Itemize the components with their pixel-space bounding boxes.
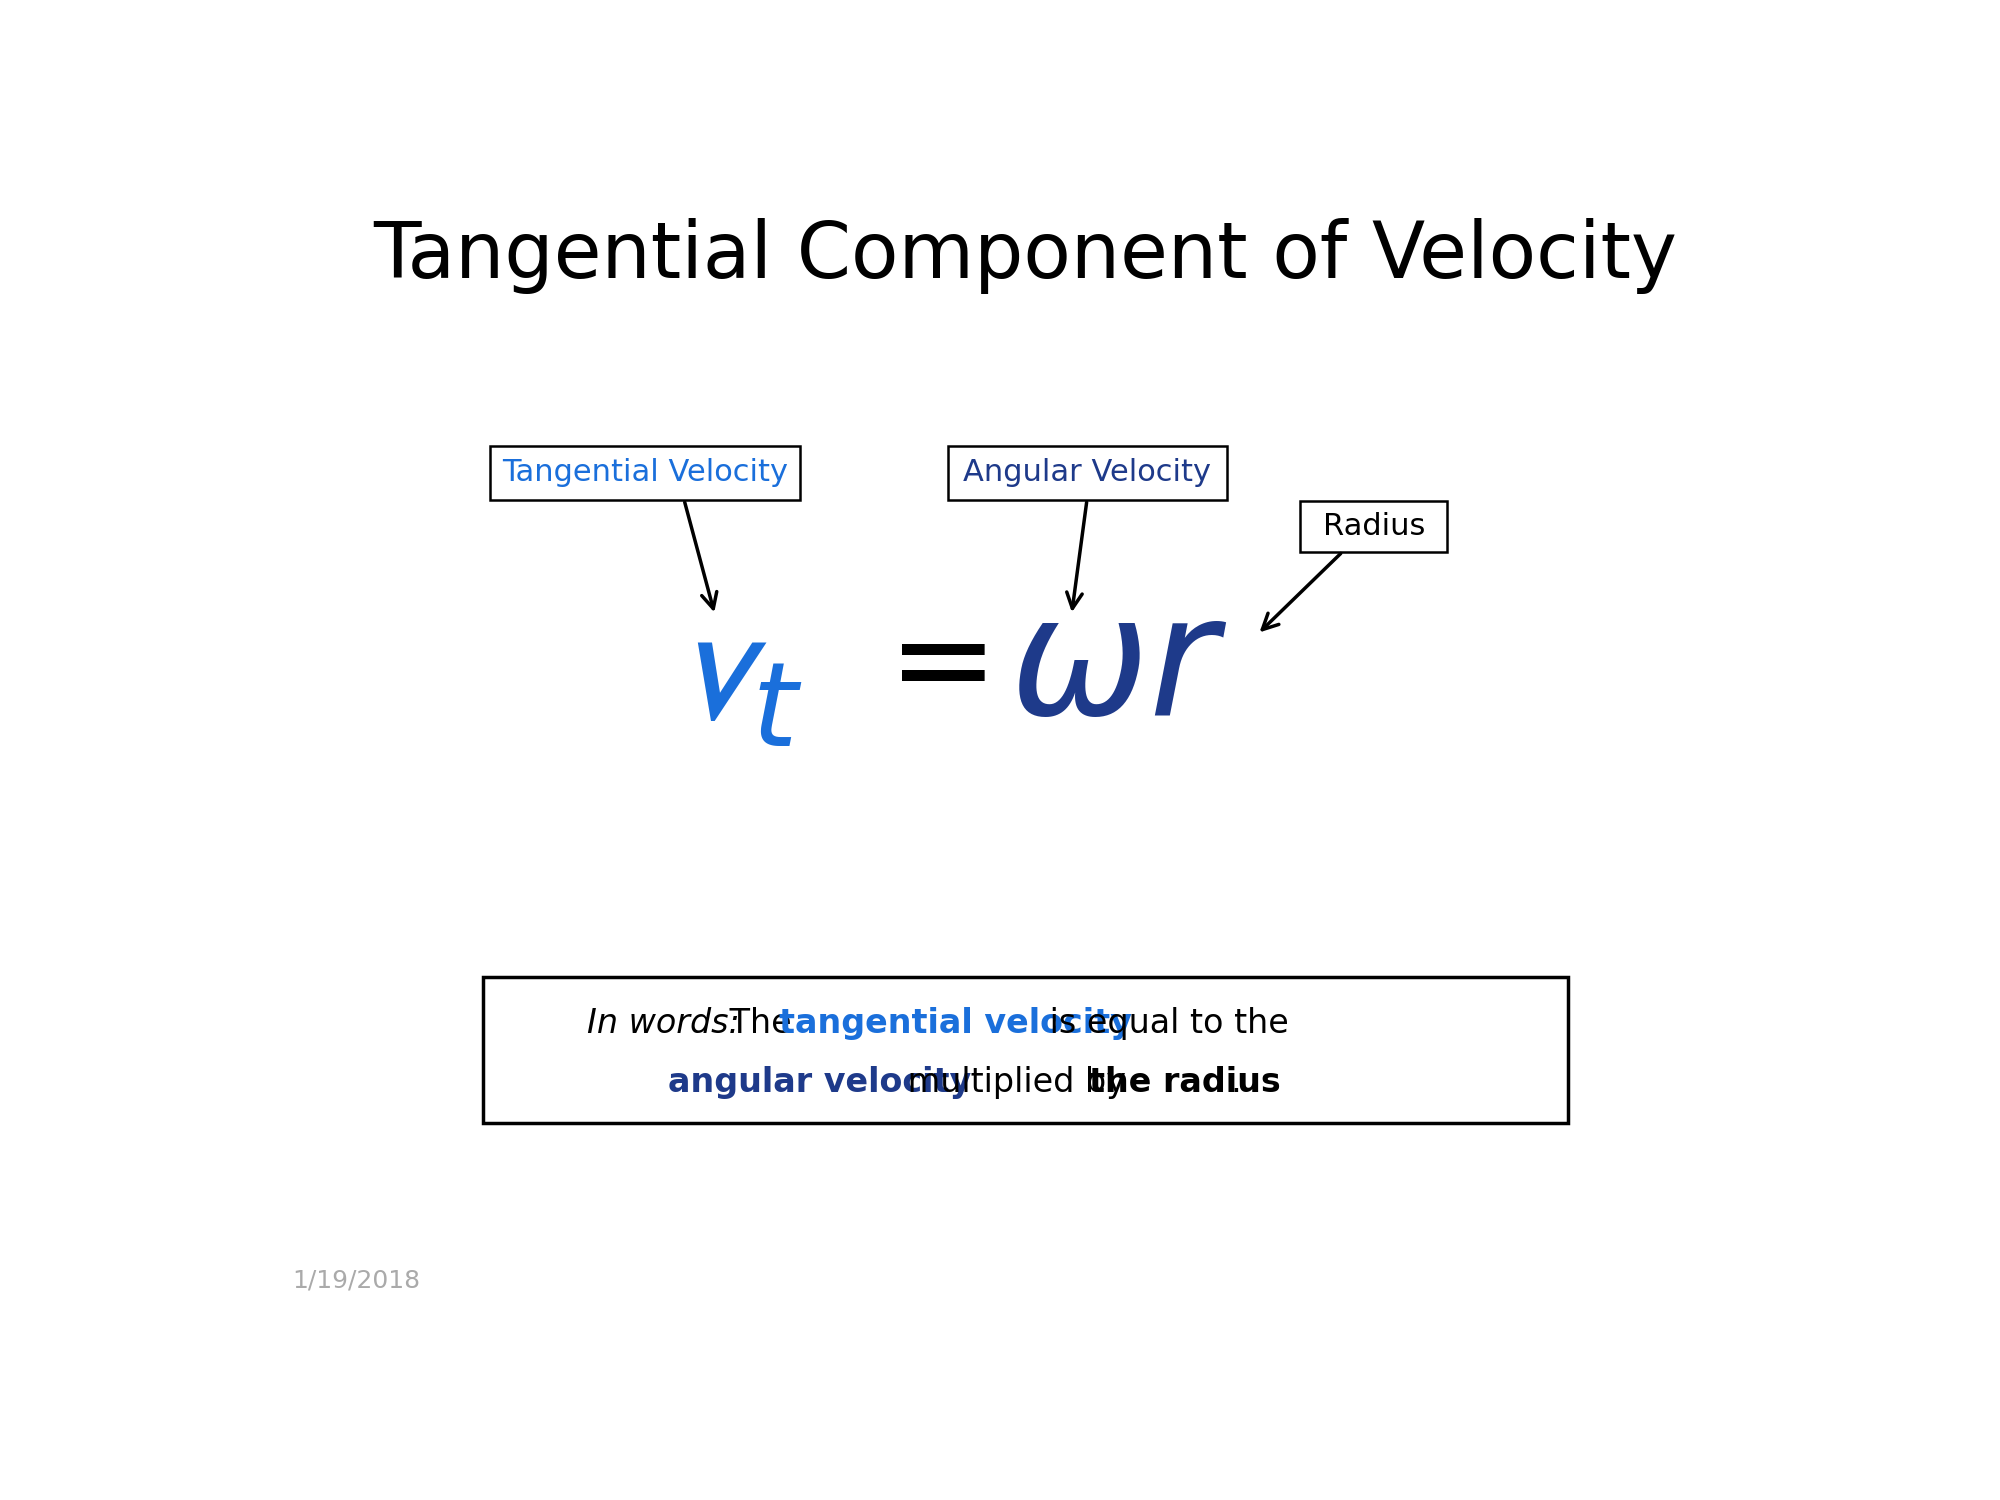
Text: Radius: Radius — [1322, 512, 1424, 542]
Text: Tangential Velocity: Tangential Velocity — [502, 458, 788, 488]
Text: $=$: $=$ — [862, 602, 986, 729]
Text: angular velocity: angular velocity — [668, 1066, 972, 1100]
Text: Tangential Component of Velocity: Tangential Component of Velocity — [372, 219, 1676, 294]
FancyBboxPatch shape — [1300, 501, 1448, 552]
FancyBboxPatch shape — [490, 446, 800, 500]
Text: 1/19/2018: 1/19/2018 — [292, 1269, 420, 1293]
Text: $\omega r$: $\omega r$ — [1008, 588, 1228, 750]
FancyBboxPatch shape — [948, 446, 1226, 500]
Text: Angular Velocity: Angular Velocity — [964, 458, 1212, 488]
Text: The: The — [718, 1007, 802, 1040]
Text: In words:: In words: — [588, 1007, 740, 1040]
Text: multiplied by: multiplied by — [898, 1066, 1136, 1100]
FancyBboxPatch shape — [482, 976, 1568, 1124]
Text: .: . — [1230, 1066, 1242, 1100]
Text: $\mathcal{v}_t$: $\mathcal{v}_t$ — [674, 591, 804, 754]
Text: tangential velocity: tangential velocity — [780, 1007, 1132, 1040]
Text: the radius: the radius — [1090, 1066, 1282, 1100]
Text: is equal to the: is equal to the — [1038, 1007, 1288, 1040]
